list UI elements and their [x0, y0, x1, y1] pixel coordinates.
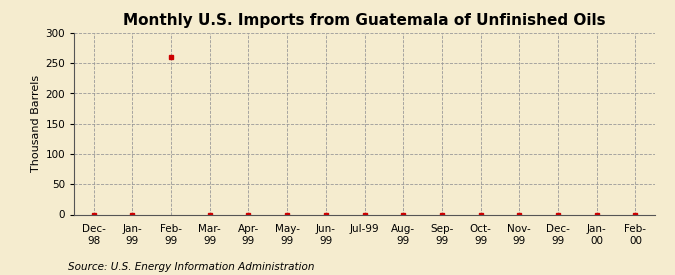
Title: Monthly U.S. Imports from Guatemala of Unfinished Oils: Monthly U.S. Imports from Guatemala of U… [123, 13, 606, 28]
Text: Source: U.S. Energy Information Administration: Source: U.S. Energy Information Administ… [68, 262, 314, 272]
Y-axis label: Thousand Barrels: Thousand Barrels [31, 75, 41, 172]
